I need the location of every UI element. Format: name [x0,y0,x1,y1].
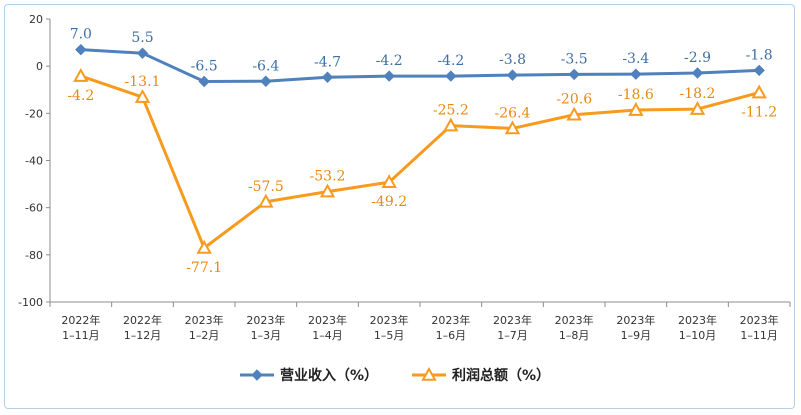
data-point [421,366,437,381]
data-point [136,47,149,59]
data-label: -20.6 [556,92,592,108]
data-point [75,43,87,56]
data-point [321,71,334,83]
data-point [381,174,397,188]
y-tick-label: 0 [36,60,43,73]
legend-label: 利润总额（%） [452,367,550,384]
x-tick-label: 2022年 1–12月 [123,313,162,342]
data-point [445,70,457,82]
legend-item: 营业收入（%） [240,367,378,384]
data-label: 7.0 [70,27,92,43]
legend-label: 营业收入（%） [280,367,378,384]
series-line [80,48,760,83]
data-label: -53.2 [310,169,346,185]
legend-item: 利润总额（%） [412,366,550,384]
data-label: -3.4 [622,51,649,67]
y-tick-label: -40 [25,155,43,168]
y-tick-label: -80 [25,249,43,262]
x-tick-label: 2023年 1–7月 [493,313,532,342]
data-point [566,106,582,121]
data-point [630,68,642,80]
series-group [73,43,767,254]
data-label: -4.2 [376,53,403,69]
data-point [628,101,644,116]
data-point [504,120,521,135]
data-label: -26.4 [495,105,531,121]
y-tick-label: -100 [18,296,43,309]
data-label: -2.9 [684,50,711,66]
series-line [80,74,760,250]
data-point [443,117,459,132]
data-label: -77.1 [186,260,222,276]
x-tick-label: 2023年 1–10月 [678,313,717,342]
data-point [260,75,272,87]
data-point [319,183,336,198]
data-label: -18.6 [618,87,654,103]
x-tick-label: 2023年 1–11月 [740,313,779,342]
data-label: -3.5 [561,51,588,67]
data-point [506,69,519,81]
legend: 营业收入（%） 利润总额（%） [240,366,550,384]
x-tick-label: 2023年 1–5月 [370,313,409,342]
data-label: -13.1 [125,74,161,90]
data-label: -11.2 [741,105,777,121]
y-tick-label: 20 [29,13,43,26]
data-point [383,70,395,82]
tick-labels: 20 0 -20 -40 -60 -80 -100 2022年 1–11月 2022年 1–12月 2… [18,13,779,342]
data-label: -4.2 [67,88,94,104]
x-tick-label: 2023年 1–9月 [616,313,655,342]
y-tick-label: -60 [25,202,43,215]
data-label: 5.5 [131,30,153,46]
data-point [134,89,151,103]
data-label: -57.5 [248,179,284,195]
y-tick-label: -20 [25,107,43,120]
data-label: -25.2 [433,103,469,119]
data-point [689,101,706,115]
x-tick-label: 2023年 1–6月 [431,313,470,342]
data-label: -4.2 [437,53,464,69]
data-label: -6.5 [191,58,218,74]
x-tick-label: 2023年 1–8月 [555,313,594,342]
x-tick-label: 2023年 1–4月 [308,313,347,342]
data-label: -6.4 [252,58,279,74]
chart-frame [4,4,795,409]
x-tick-label: 2023年 1–3月 [246,313,285,342]
x-tick-label: 2023年 1–2月 [185,313,224,342]
data-label: -4.7 [314,54,341,70]
x-tick-label: 2022年 1–11月 [61,313,100,342]
data-point [251,369,263,381]
axes [46,18,791,307]
data-label: -1.8 [746,47,773,63]
data-point [73,68,89,82]
data-point [751,84,767,99]
data-point [198,75,210,88]
data-labels: 7.0 5.5 -6.5 -6.4 -4.7 -4.2 -4.2 -3.8 -3.5 -3.4 -2… [67,27,777,276]
data-point [258,193,274,208]
data-point [568,68,580,81]
data-label: -18.2 [680,86,716,102]
data-point [753,64,765,77]
data-label: -3.8 [499,52,526,68]
data-point [691,67,704,79]
data-point [196,239,212,254]
data-label: -49.2 [371,194,407,210]
